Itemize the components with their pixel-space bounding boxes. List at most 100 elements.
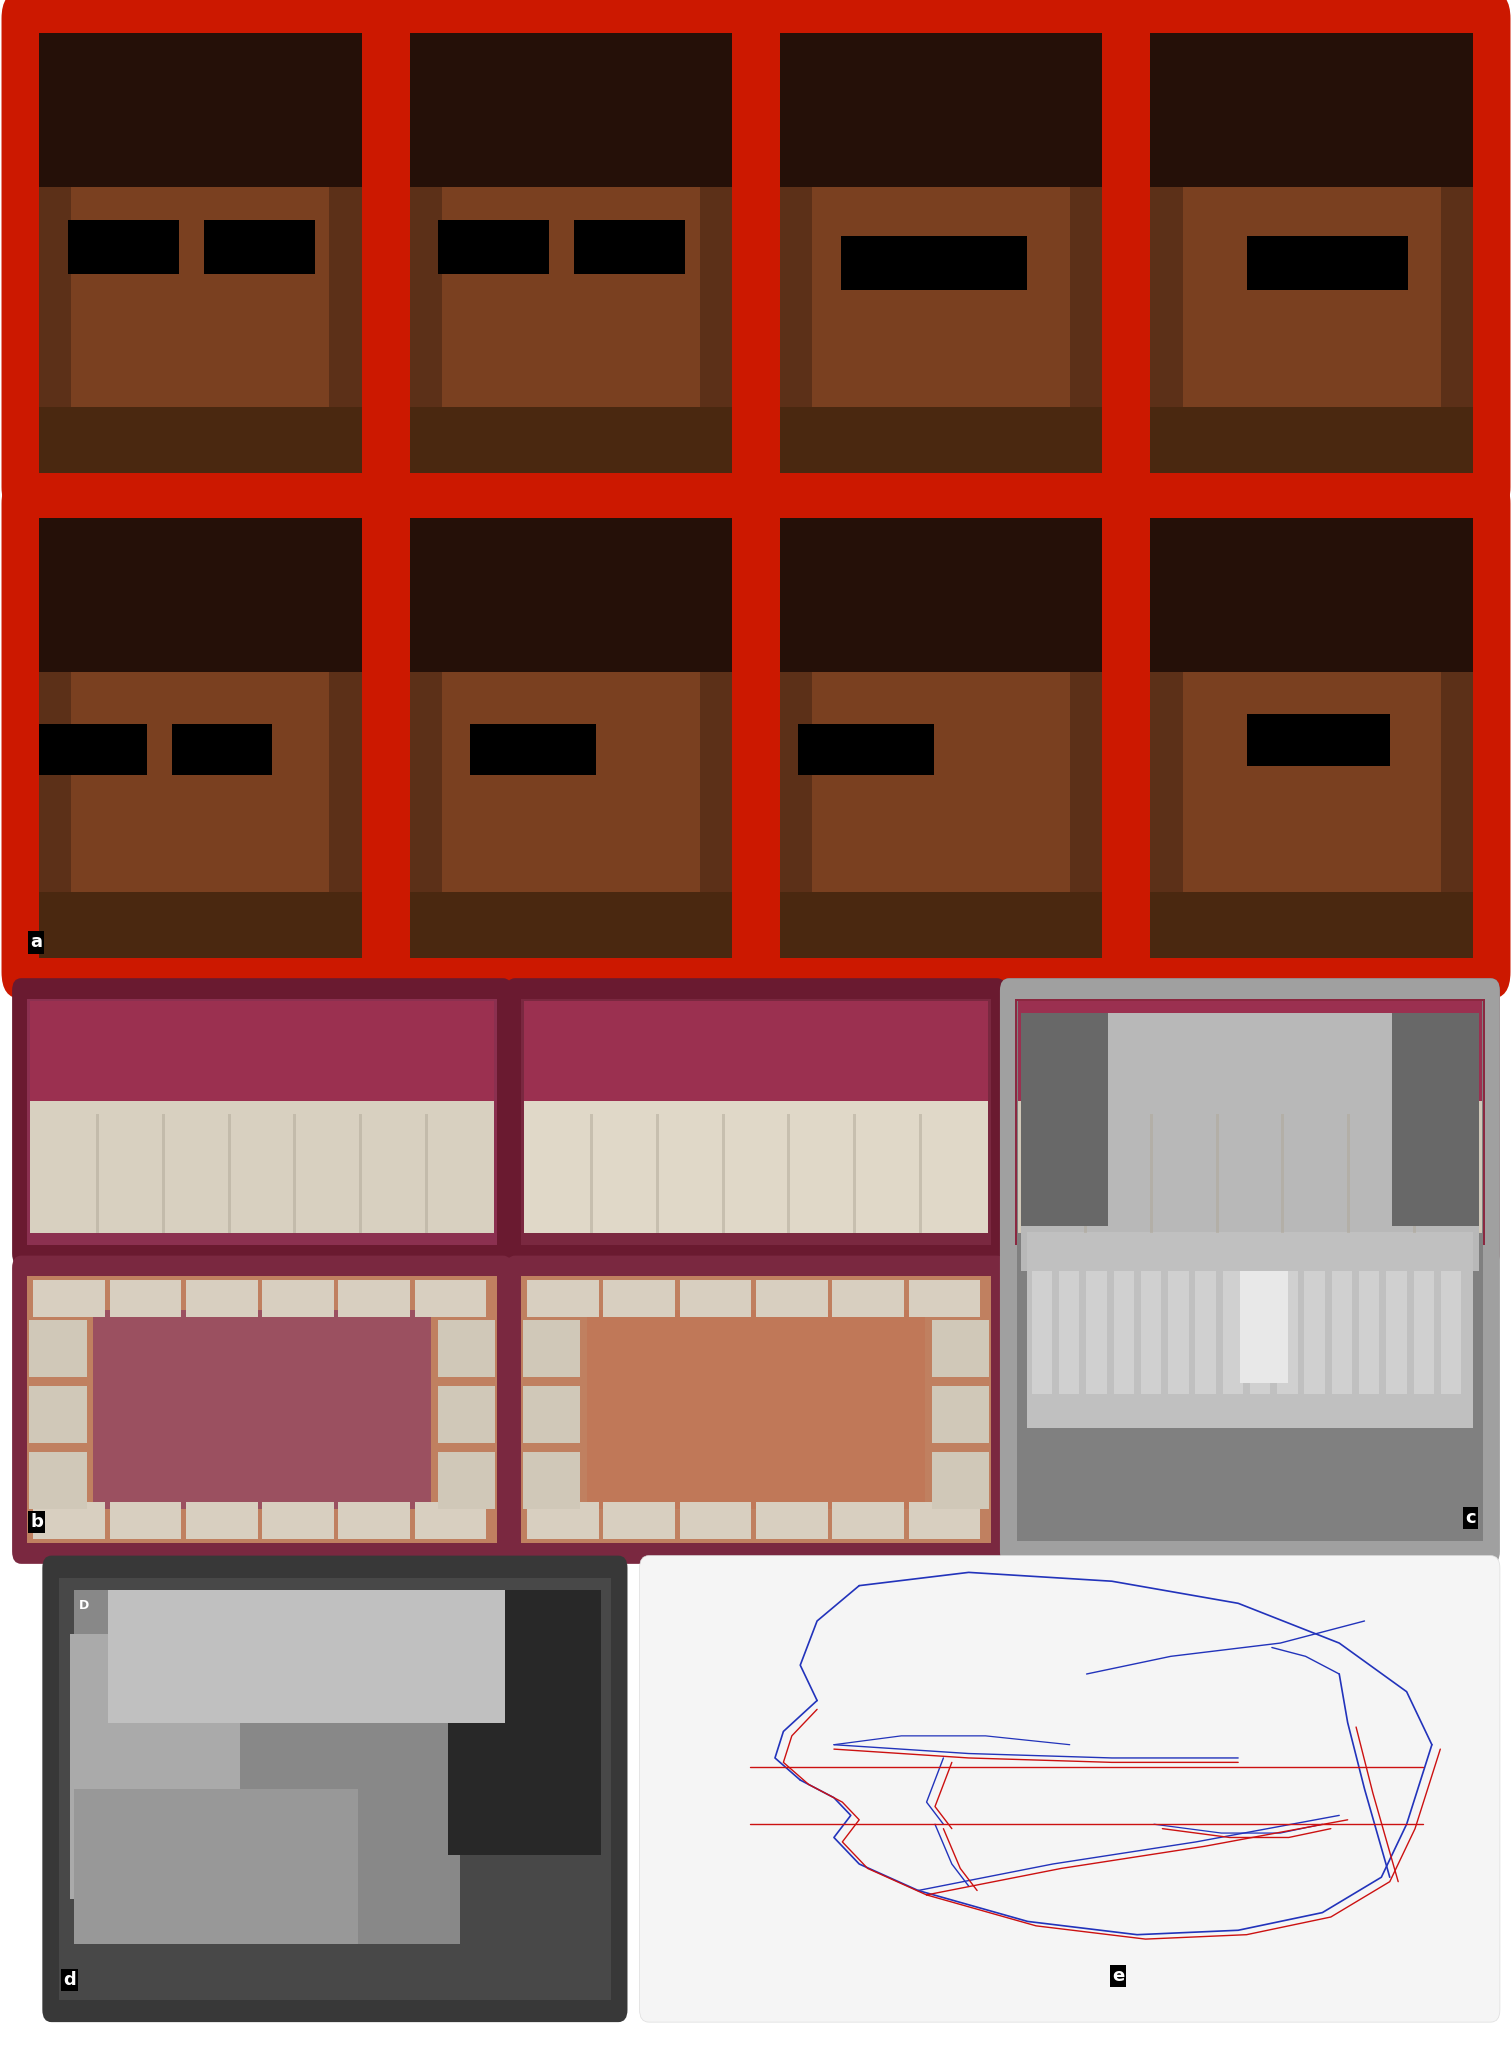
Bar	[1140, 1270, 1161, 1395]
FancyBboxPatch shape	[742, 477, 1140, 999]
Bar	[780, 518, 1102, 958]
Bar	[522, 1276, 990, 1543]
Bar	[71, 99, 330, 429]
Bar	[1247, 236, 1408, 290]
FancyBboxPatch shape	[42, 1556, 627, 2022]
Bar	[603, 1280, 676, 1317]
FancyBboxPatch shape	[640, 1556, 1500, 2022]
Bar	[262, 1502, 334, 1539]
Bar	[1412, 1114, 1415, 1233]
Bar	[1151, 518, 1473, 958]
Bar	[33, 1280, 104, 1317]
FancyBboxPatch shape	[2, 477, 399, 999]
FancyBboxPatch shape	[12, 978, 513, 1266]
Text: e: e	[1111, 1967, 1123, 1985]
Bar	[1223, 1270, 1243, 1395]
Bar	[1305, 1270, 1325, 1395]
Bar	[1182, 99, 1441, 429]
Bar	[74, 1591, 460, 1944]
Bar	[1018, 1001, 1482, 1101]
Bar	[437, 1385, 496, 1443]
Bar	[1021, 1013, 1108, 1227]
Bar	[437, 1453, 496, 1508]
Bar	[39, 407, 361, 473]
Bar	[59, 1578, 611, 2000]
Bar	[1240, 1270, 1288, 1383]
FancyBboxPatch shape	[1113, 0, 1510, 514]
FancyBboxPatch shape	[1113, 477, 1510, 999]
Bar	[1281, 1114, 1284, 1233]
Bar	[1086, 1270, 1107, 1395]
Bar	[414, 1280, 487, 1317]
Bar	[29, 1319, 86, 1377]
Bar	[425, 1114, 428, 1233]
Text: c: c	[1465, 1508, 1476, 1527]
FancyBboxPatch shape	[999, 978, 1500, 1266]
Bar	[522, 999, 990, 1245]
Bar	[437, 1319, 496, 1377]
Bar	[603, 1502, 676, 1539]
Bar	[470, 723, 596, 775]
Bar	[109, 1280, 181, 1317]
Bar	[39, 723, 147, 775]
Bar	[410, 407, 732, 473]
Bar	[438, 220, 549, 273]
Bar	[442, 584, 700, 914]
Bar	[780, 518, 1102, 672]
Bar	[590, 1114, 593, 1233]
Bar	[1387, 1270, 1406, 1395]
Bar	[29, 1453, 86, 1508]
Bar	[410, 33, 732, 473]
Bar	[523, 1385, 581, 1443]
Bar	[1250, 1270, 1270, 1395]
Bar	[780, 33, 1102, 187]
Bar	[788, 1114, 791, 1233]
Bar	[1247, 715, 1391, 767]
Text: b: b	[30, 1512, 44, 1531]
Bar	[812, 99, 1070, 429]
Bar	[27, 1276, 497, 1543]
Bar	[71, 584, 330, 914]
Bar	[94, 1311, 431, 1508]
Bar	[39, 33, 361, 473]
Bar	[30, 1001, 494, 1101]
FancyBboxPatch shape	[507, 1256, 1005, 1564]
Bar	[1058, 1270, 1080, 1395]
Text: d: d	[64, 1971, 76, 1989]
FancyBboxPatch shape	[12, 1256, 513, 1564]
Bar	[339, 1280, 410, 1317]
Bar	[1196, 1270, 1216, 1395]
Bar	[909, 1280, 980, 1317]
Bar	[1393, 1013, 1479, 1227]
Bar	[528, 1502, 599, 1539]
Bar	[1169, 1270, 1188, 1395]
Bar	[442, 99, 700, 429]
Bar	[656, 1114, 659, 1233]
Bar	[780, 892, 1102, 958]
Text: D: D	[79, 1599, 89, 1611]
Bar	[33, 1502, 104, 1539]
Bar	[172, 723, 272, 775]
Bar	[931, 1319, 989, 1377]
Bar	[680, 1280, 751, 1317]
Bar	[1151, 33, 1473, 473]
Bar	[1151, 407, 1473, 473]
Bar	[68, 220, 178, 273]
Bar	[97, 1114, 100, 1233]
Bar	[360, 1114, 363, 1233]
Bar	[756, 1280, 827, 1317]
Bar	[1347, 1114, 1350, 1233]
FancyBboxPatch shape	[999, 978, 1500, 1564]
Bar	[1151, 33, 1473, 187]
Bar	[1018, 1101, 1482, 1233]
Bar	[1332, 1270, 1352, 1395]
Bar	[780, 407, 1102, 473]
Bar	[162, 1114, 165, 1233]
Bar	[525, 1101, 987, 1233]
FancyBboxPatch shape	[2, 0, 399, 514]
Bar	[70, 1634, 239, 1899]
Bar	[29, 1385, 86, 1443]
Bar	[1113, 1270, 1134, 1395]
Bar	[841, 236, 1027, 290]
Bar	[1216, 1114, 1219, 1233]
